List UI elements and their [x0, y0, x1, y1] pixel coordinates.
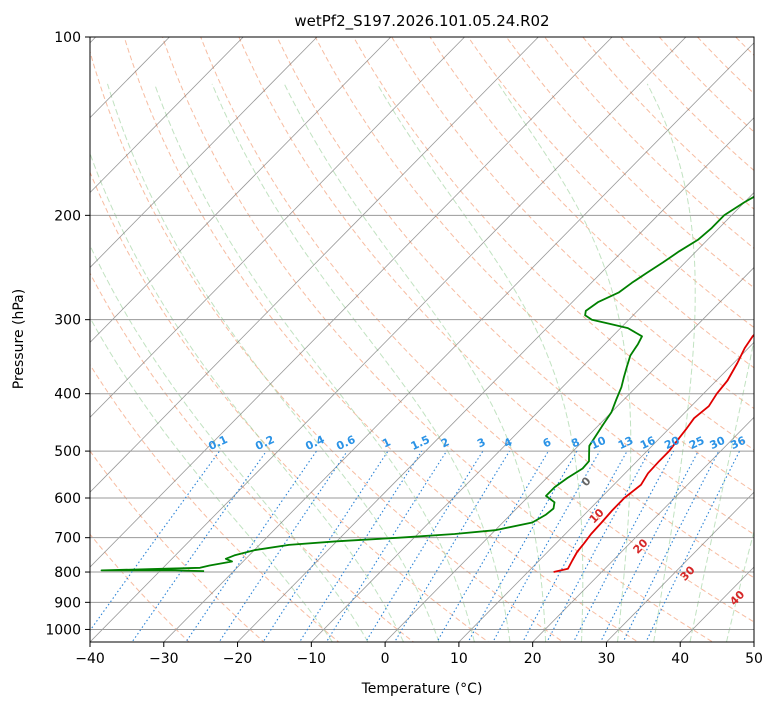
- y-tick-label: 800: [54, 565, 81, 581]
- y-tick-label: 600: [54, 491, 81, 507]
- y-axis-label: Pressure (hPa): [11, 289, 27, 389]
- moist-adiabat: [283, 83, 547, 642]
- moist-adiabat: [498, 83, 632, 642]
- x-tick-label: 30: [598, 651, 616, 667]
- plot-frame: [89, 36, 755, 643]
- mixing-ratio-label: 13: [616, 434, 635, 452]
- mixing-ratio-line: [298, 450, 423, 642]
- y-tick-label: 1000: [45, 622, 81, 638]
- x-axis-label: Temperature (°C): [361, 681, 483, 697]
- isotherm: [90, 37, 318, 269]
- dry-adiabat: [90, 533, 190, 642]
- isotherm: [532, 416, 754, 642]
- x-tick-label: −10: [297, 651, 327, 667]
- y-tick-label: 300: [54, 313, 81, 329]
- mixing-ratio-label: 20: [662, 434, 682, 452]
- isotherm: [90, 37, 613, 568]
- x-tick-label: 20: [524, 651, 542, 667]
- dry-adiabat: [352, 37, 754, 451]
- moist-adiabat: [376, 83, 584, 642]
- chart-title: wetPf2_S197.2026.101.05.24.R02: [294, 12, 549, 31]
- isotherm: [90, 37, 392, 343]
- mixing-ratio-line: [218, 450, 348, 642]
- mixing-ratio-line: [467, 450, 578, 642]
- dry-adiabat: [391, 37, 754, 410]
- dry-adiabat: [90, 49, 564, 642]
- dry-adiabat: [90, 171, 490, 642]
- plot-background: [90, 37, 754, 642]
- x-tick-label: 10: [450, 651, 468, 667]
- x-ticks: −40 −30 −20 −10 0 10 20 30 40 50: [75, 642, 763, 667]
- dry-adiabat: [200, 37, 754, 623]
- moist-adiabat: [726, 529, 754, 642]
- y-tick-label: 900: [54, 595, 81, 611]
- y-tick-label: 200: [54, 208, 81, 224]
- y-tick-label: 500: [54, 444, 81, 460]
- dry-adiabat: [658, 37, 754, 133]
- isotherm: [90, 37, 244, 194]
- mixing-ratio-line: [131, 450, 267, 642]
- dry-adiabat: [276, 37, 754, 536]
- moist-adiabat: [107, 83, 440, 642]
- isotherm: [163, 42, 754, 642]
- moist-adiabat: [689, 337, 754, 642]
- x-tick-label: 0: [381, 651, 390, 667]
- isotherm: [753, 641, 754, 642]
- mixing-ratio-line: [599, 450, 699, 642]
- mixing-ratio-line: [522, 450, 628, 642]
- mixing-ratio-label: 36: [728, 434, 748, 452]
- isotherm: [384, 266, 754, 642]
- mixing-ratio-label: 16: [638, 434, 658, 452]
- x-tick-label: −30: [149, 651, 179, 667]
- mixing-ratio-line: [394, 450, 510, 642]
- mixing-ratio-line: [90, 450, 220, 632]
- y-tick-label: 100: [54, 30, 81, 46]
- dry-adiabat: [505, 37, 754, 289]
- mixing-ratio-line: [622, 450, 720, 642]
- y-tick-label: 700: [54, 531, 81, 547]
- dry-adiabat: [467, 37, 754, 329]
- dry-adiabat: [544, 37, 754, 249]
- dry-adiabat: [90, 450, 265, 642]
- mixing-ratio-line: [492, 450, 601, 642]
- dry-adiabat: [582, 37, 754, 210]
- x-tick-label: 40: [671, 651, 689, 667]
- mixing-ratio-label: 30: [708, 434, 728, 452]
- isotherm: [90, 37, 539, 493]
- isotherm: [458, 341, 754, 642]
- moist-adiabat: [90, 152, 404, 642]
- dry-adiabat: [123, 37, 639, 642]
- mixing-ratio-label: 10: [589, 434, 609, 452]
- isotherm: [606, 491, 754, 642]
- moist-adiabat: [154, 83, 475, 642]
- dewpoint-line: [100, 195, 754, 572]
- dry-adiabat: [161, 37, 714, 642]
- series: [100, 195, 754, 573]
- moist-adiabat: [90, 244, 369, 642]
- mixing-ratio-line: [185, 450, 317, 642]
- mixing-ratio-line: [645, 450, 741, 642]
- y-tick-label: 400: [54, 387, 81, 403]
- x-tick-label: −40: [75, 651, 105, 667]
- x-tick-label: −20: [223, 651, 253, 667]
- mixing-ratio-line: [262, 450, 389, 642]
- dry-adiabat-label: -10: [0, 131, 2, 154]
- mixing-ratio-label: 25: [687, 434, 706, 452]
- mixing-ratio-line: [436, 450, 549, 642]
- isotherm: [90, 37, 687, 642]
- isotherm: [311, 192, 754, 642]
- dry-adiabat: [429, 37, 754, 369]
- isotherm: [90, 37, 465, 418]
- dry-adiabat: [238, 37, 754, 579]
- x-tick-label: 50: [745, 651, 763, 667]
- dry-adiabat: [314, 37, 754, 493]
- y-ticks: 100 200 300 400 500 600 700 800 900 1000: [45, 30, 90, 638]
- temperature-line: [553, 333, 754, 573]
